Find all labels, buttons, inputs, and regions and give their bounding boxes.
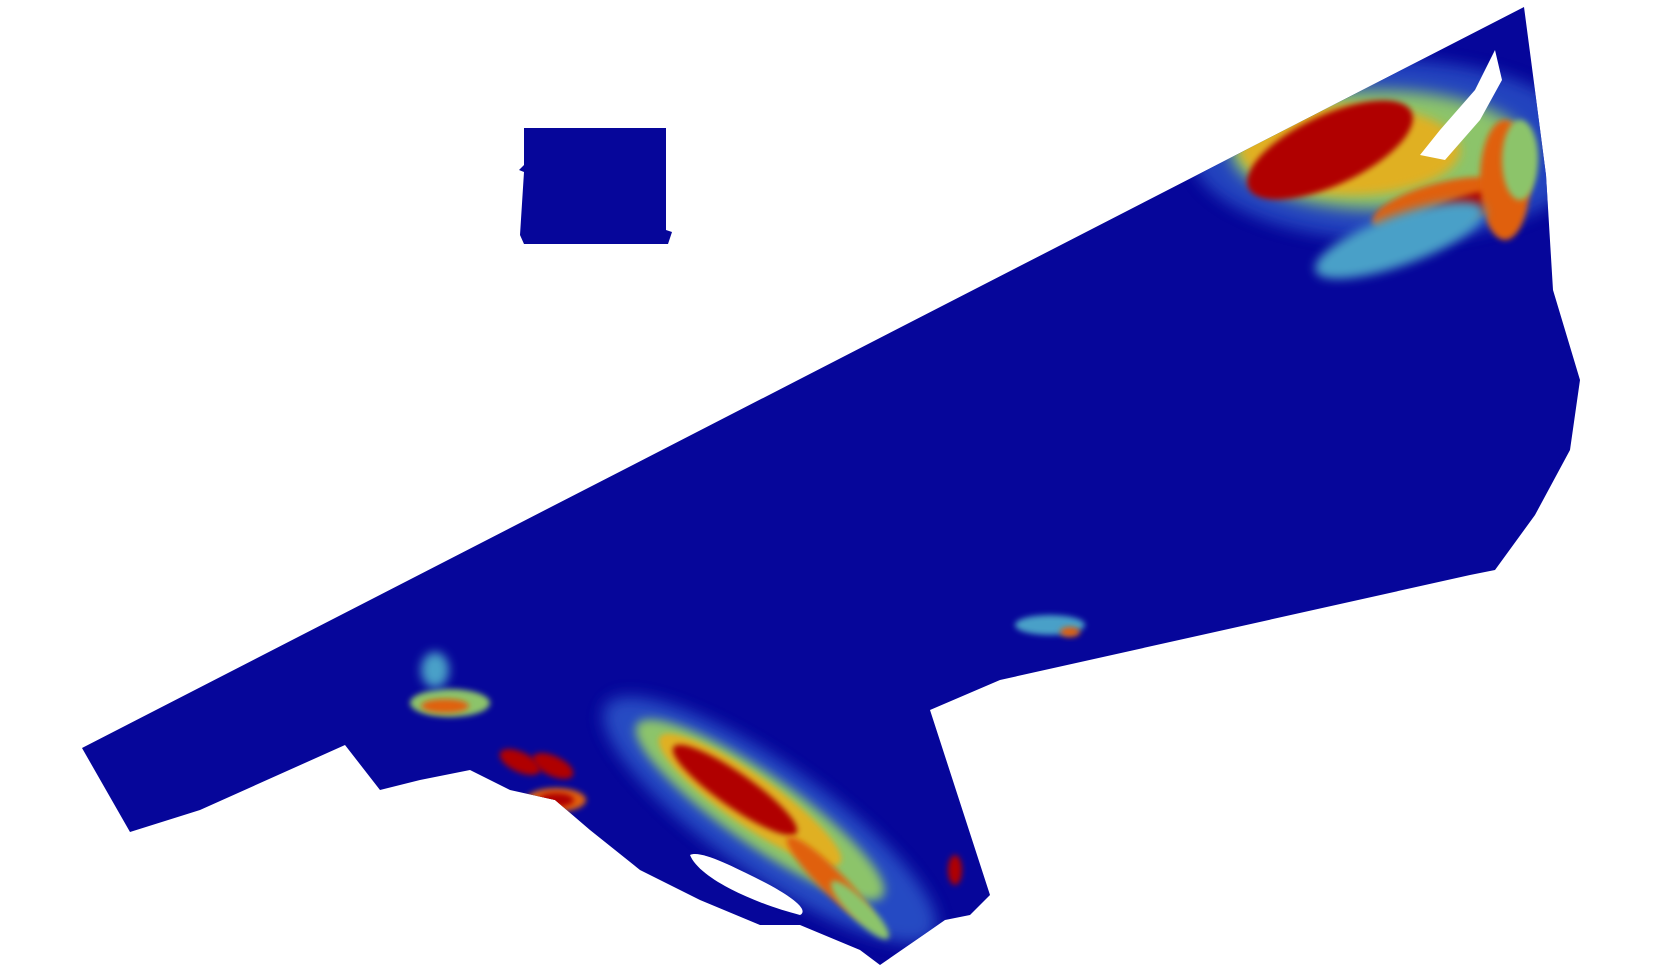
hotspot-south-central (410, 615, 1085, 944)
survey-polygon-block (519, 128, 672, 244)
survey-polygon-main (82, 7, 1580, 965)
no-data-holes (690, 50, 1502, 915)
hotspot-northeast (1190, 60, 1580, 279)
survey-area-main (82, 7, 1580, 965)
survey-area-block (519, 128, 672, 244)
